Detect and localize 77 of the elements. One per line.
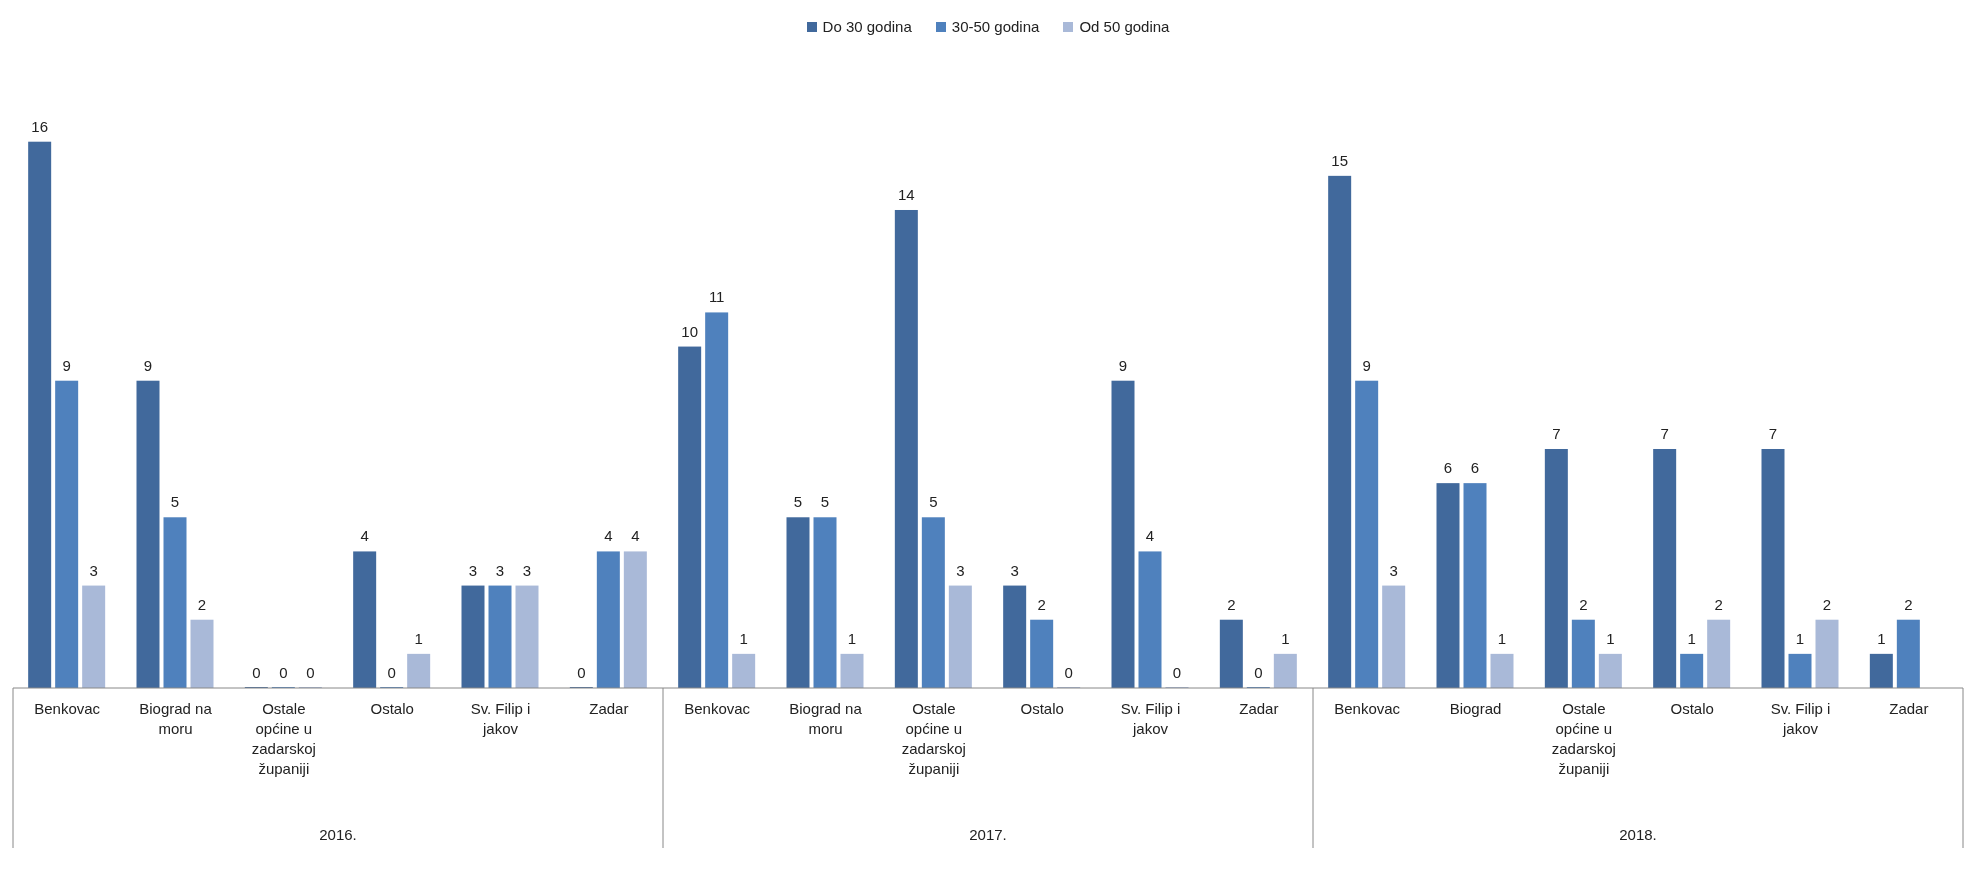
data-label: 14: [897, 185, 915, 203]
data-label: 7: [1552, 425, 1561, 442]
data-label: 9: [1362, 356, 1371, 374]
data-label: 1: [414, 629, 423, 647]
data-label: 4: [360, 527, 369, 545]
data-label: 3: [956, 561, 965, 579]
legend-label: 30-50 godina: [950, 18, 1040, 35]
data-label: 0: [252, 664, 261, 681]
data-label: 6: [1470, 459, 1480, 477]
data-label: 3: [495, 561, 505, 579]
data-label: 2: [1822, 595, 1832, 613]
data-label: 5: [929, 493, 938, 511]
data-label: 0: [577, 664, 586, 681]
data-label: 2: [1579, 595, 1588, 613]
data-label: 1: [1497, 629, 1507, 647]
x-tick-label: Ostalo: [370, 700, 414, 717]
data-label: 5: [820, 493, 830, 511]
x-tick-label: Ostalo: [1670, 700, 1714, 717]
x-tick-label: Ostalo: [1020, 700, 1064, 717]
data-label: 0: [1254, 664, 1263, 681]
x-tick-label: Sv. Filip i jakov: [470, 700, 531, 737]
data-label: 4: [631, 527, 640, 545]
x-tick-label: Benkovac: [684, 700, 751, 717]
x-tick-label: Ostale općine u zadarskoj županiji: [901, 700, 966, 777]
text: 2018.: [1619, 826, 1657, 843]
x-tick-label: Zadar: [589, 700, 629, 717]
data-label: 15: [1331, 151, 1349, 169]
data-label: 9: [143, 356, 153, 374]
x-tick-label: Sv. Filip i jakov: [1120, 700, 1181, 737]
data-label: 4: [1145, 527, 1155, 545]
x-tick-label: Benkovac: [34, 700, 101, 717]
data-label: 2: [197, 595, 207, 613]
data-label: 4: [604, 527, 613, 545]
data-label: 10: [681, 322, 699, 340]
data-label: 1: [1877, 629, 1886, 647]
data-label: 6: [1443, 459, 1453, 477]
x-tick-label: Biograd: [1449, 700, 1502, 717]
text: 2016.: [319, 826, 357, 843]
data-label: 3: [89, 561, 98, 579]
data-label: 0: [1172, 664, 1182, 681]
x-tick-label: Sv. Filip i jakov: [1770, 700, 1831, 737]
data-label: 2: [1037, 595, 1046, 613]
data-label: 0: [279, 664, 288, 681]
x-tick-label: Biograd na moru: [789, 700, 863, 737]
data-label: 7: [1660, 425, 1669, 442]
data-label: 2: [1714, 595, 1723, 613]
data-label: 11: [708, 288, 725, 306]
data-label: 2: [1904, 595, 1913, 613]
legend-label: Od 50 godina: [1078, 18, 1170, 35]
data-label: 9: [1118, 356, 1128, 374]
data-label: 1: [739, 629, 748, 647]
data-label: 0: [387, 664, 396, 681]
data-label: 1: [847, 629, 857, 647]
x-tick-label: Biograd na moru: [139, 700, 213, 737]
data-label: 16: [31, 117, 49, 135]
data-label: 7: [1768, 425, 1778, 442]
data-label: 1: [1281, 629, 1290, 647]
data-label: 5: [793, 493, 803, 511]
data-label: 3: [522, 561, 532, 579]
data-label: 0: [1064, 664, 1073, 681]
x-tick-label: Zadar: [1889, 700, 1929, 717]
data-label: 9: [62, 356, 71, 374]
data-label: 1: [1606, 629, 1615, 647]
data-label: 2: [1227, 595, 1236, 613]
x-tick-label: Ostale općine u zadarskoj županiji: [1551, 700, 1616, 777]
text: 2017.: [969, 826, 1007, 843]
legend-label: Do 30 godina: [821, 18, 912, 35]
data-label: 1: [1687, 629, 1696, 647]
data-label: 0: [306, 664, 315, 681]
data-label: 3: [1389, 561, 1398, 579]
x-tick-label: Benkovac: [1334, 700, 1401, 717]
data-label: 3: [468, 561, 478, 579]
data-label: 1: [1795, 629, 1805, 647]
data-label: 5: [170, 493, 180, 511]
data-label: 3: [1010, 561, 1019, 579]
x-tick-label: Ostale općine u zadarskoj županiji: [251, 700, 316, 777]
x-tick-label: Zadar: [1239, 700, 1279, 717]
